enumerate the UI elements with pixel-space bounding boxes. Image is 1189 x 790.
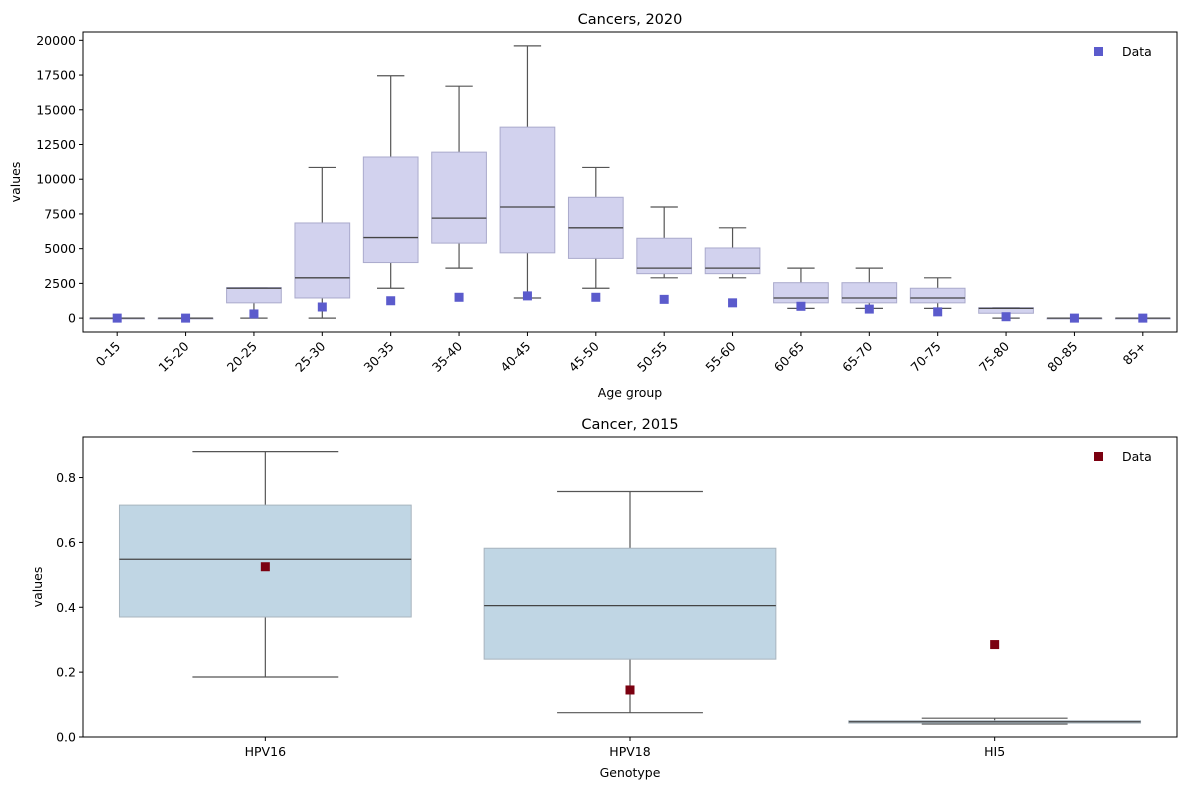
x-tick-label: 85+	[1120, 339, 1149, 368]
x-tick-label: 65-70	[839, 338, 875, 374]
box-65-70	[841, 267, 898, 309]
data-point	[1069, 313, 1079, 323]
box-HPV16	[118, 450, 412, 678]
data-point	[1138, 313, 1148, 323]
y-tick-label: 20000	[36, 33, 76, 48]
box-iqr	[909, 287, 966, 304]
x-axis-label: Age group	[598, 385, 663, 400]
box-iqr	[362, 156, 419, 264]
box-iqr	[499, 126, 556, 254]
box-40-45	[499, 45, 556, 299]
x-tick-label: 75-80	[976, 338, 1012, 374]
box-iqr	[294, 222, 351, 299]
data-point	[112, 313, 122, 323]
box-iqr	[704, 247, 761, 275]
y-tick-label: 0.8	[56, 470, 76, 485]
y-axis-label: values	[8, 162, 23, 203]
box-70-75	[909, 277, 966, 309]
x-tick-label: 20-25	[224, 339, 260, 375]
box-iqr	[773, 282, 829, 304]
box-45-50	[567, 166, 624, 289]
box-HPV18	[483, 490, 777, 714]
data-point	[933, 307, 943, 317]
chart-cancer-2015: Cancer, 2015 0.0 0.2 0.4 0.6 0.8 HPV16 HPV18 HI5…	[30, 417, 1178, 780]
chart-title: Cancer, 2015	[581, 417, 678, 433]
data-point	[625, 685, 635, 695]
y-tick-label: 5000	[44, 241, 76, 256]
box-25-30	[294, 166, 351, 319]
box-20-25	[226, 286, 282, 319]
x-tick-label: 30-35	[361, 339, 397, 375]
y-tick-label: 17500	[36, 68, 76, 83]
data-point	[591, 292, 601, 302]
box-HI5	[848, 717, 1142, 725]
chart-title: Cancers, 2020	[578, 12, 683, 28]
legend: Data	[1094, 44, 1152, 59]
x-tick-label: 55-60	[702, 338, 738, 374]
y-tick-label: 15000	[36, 102, 76, 117]
legend-label: Data	[1122, 44, 1152, 59]
y-tick-label: 2500	[44, 276, 76, 291]
data-point	[728, 298, 738, 308]
box-iqr	[431, 151, 487, 244]
data-point	[386, 296, 396, 306]
data-point	[454, 292, 464, 302]
x-tick-label: 40-45	[497, 339, 533, 375]
x-tick-label: 15-20	[155, 338, 191, 374]
x-tick-label: 0-15	[93, 339, 124, 370]
y-tick-label: 10000	[36, 172, 76, 187]
data-point	[796, 301, 806, 311]
plot-frame	[82, 31, 1178, 333]
legend-marker	[1094, 452, 1103, 461]
legend-marker	[1094, 47, 1103, 56]
box-30-35	[362, 75, 419, 289]
data-point	[990, 640, 1000, 650]
legend-label: Data	[1122, 449, 1152, 464]
x-tick-label: 70-75	[908, 339, 944, 375]
box-50-55	[636, 206, 693, 279]
data-point	[317, 302, 327, 312]
y-tick-label: 0.2	[56, 665, 76, 680]
box-iqr	[483, 547, 777, 660]
y-tick-label: 0.4	[56, 600, 76, 615]
legend: Data	[1094, 449, 1152, 464]
x-tick-label: HPV16	[245, 744, 286, 759]
y-tick-label: 0.0	[56, 730, 76, 745]
x-tick-label: 50-55	[634, 339, 670, 375]
box-iqr	[841, 282, 898, 304]
chart-cancers-2020: Cancers, 2020 0 2500 5000 7500 10000 12500 1500…	[8, 12, 1178, 400]
x-tick-label: 35-40	[429, 338, 465, 374]
y-tick-label: 0.6	[56, 535, 76, 550]
data-point	[522, 291, 532, 301]
y-axis-label: values	[30, 567, 45, 608]
box-iqr	[118, 504, 412, 618]
data-point	[1001, 312, 1011, 322]
box-35-40	[431, 85, 487, 269]
y-tick-label: 0	[68, 311, 76, 326]
data-point	[260, 562, 270, 572]
y-tick-label: 7500	[44, 206, 76, 221]
x-tick-label: 45-50	[566, 338, 602, 374]
x-tick-label: 80-85	[1044, 339, 1080, 375]
x-tick-label: 25-30	[292, 338, 328, 374]
x-tick-label: HI5	[984, 744, 1005, 759]
box-60-65	[773, 267, 829, 309]
data-point	[249, 309, 259, 319]
x-axis-label: Genotype	[600, 765, 661, 780]
box-55-60	[704, 227, 761, 279]
data-point	[181, 313, 191, 323]
data-point	[659, 294, 669, 304]
y-tick-label: 12500	[36, 137, 76, 152]
plot-frame	[82, 436, 1178, 738]
data-point	[864, 304, 874, 314]
box-iqr	[226, 287, 282, 304]
x-tick-label: 60-65	[771, 339, 807, 375]
x-tick-label: HPV18	[609, 744, 650, 759]
